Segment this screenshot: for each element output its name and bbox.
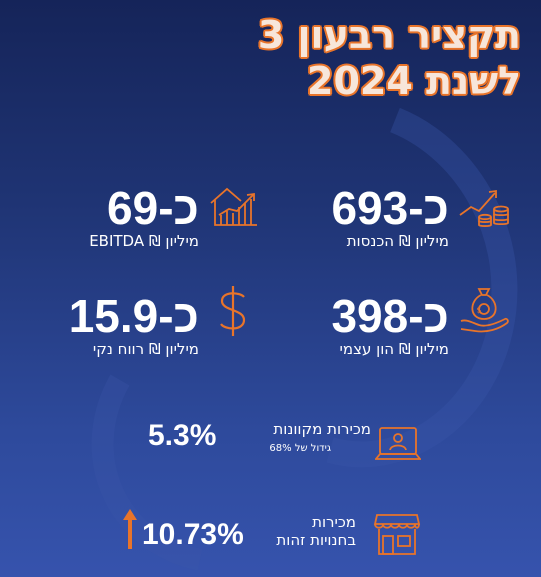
online-sales-value: 5.3% [148, 419, 217, 452]
online-sales-label: מכירות מקוונות [273, 420, 371, 438]
equity-label: מיליון ₪ הון עצמי [339, 340, 449, 358]
online-sales-row: מכירות מקוונות גידול של 68% 5.3% [0, 415, 541, 470]
ebitda-value: כ-69 [107, 182, 199, 234]
title-line-1: תקציר רבעון 3 [257, 13, 521, 57]
store-sales-value: 10.73% [142, 518, 244, 551]
store-sales-row: מכירות בחנויות זהות 10.73% [0, 508, 541, 568]
online-sales-note: גידול של 68% [269, 443, 331, 454]
net-profit-value: כ-15.9 [68, 290, 199, 342]
laptop-user-icon [374, 425, 422, 469]
store-sales-label-line-1: מכירות [312, 513, 356, 531]
net-profit-label: מיליון ₪ רווח נקי [92, 340, 199, 358]
equity-value: כ-398 [331, 290, 449, 342]
svg-text:$: $ [476, 306, 481, 315]
revenue-value: כ-693 [331, 182, 449, 234]
dollar-sign-icon [213, 283, 253, 343]
arrow-up-icon [122, 508, 138, 554]
house-chart-icon [207, 183, 261, 235]
title-line-2: לשנת 2024 [307, 59, 521, 103]
money-bag-hand-icon: $ [457, 285, 511, 339]
storefront-icon [373, 512, 421, 560]
ebitda-label: מיליון ₪ EBITDA [89, 232, 199, 250]
store-sales-label-line-2: בחנויות זהות [276, 531, 356, 549]
revenue-label: מיליון ₪ הכנסות [346, 232, 449, 250]
growth-coins-icon [457, 185, 511, 235]
page-title: תקציר רבעון 3 לשנת 2024 [258, 12, 521, 104]
